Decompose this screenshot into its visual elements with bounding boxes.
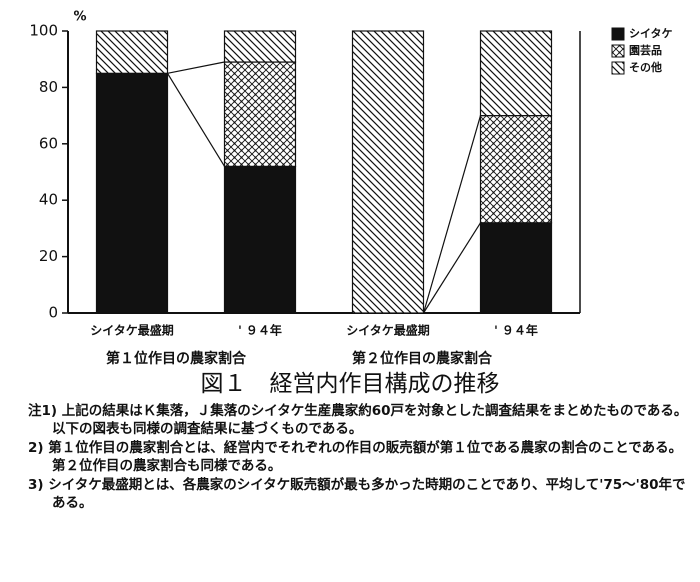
y-tick-label: 100: [29, 22, 58, 40]
bar-segment: [479, 114, 553, 224]
connector-line: [422, 115, 482, 314]
x-tick-label: ' ９４年: [494, 323, 538, 338]
group-label: 第２位作目の農家割合: [352, 350, 493, 365]
y-tick-label: 40: [39, 191, 58, 209]
legend-swatch: [611, 27, 625, 41]
y-tick-label: 0: [48, 304, 58, 322]
note: 3) シイタケ最盛期とは、各農家のシイタケ販売額が最も多かった時期のことであり、…: [28, 477, 686, 511]
bar-segment: [223, 165, 297, 314]
figure-title: 図１ 経営内作目構成の推移: [200, 371, 500, 397]
y-axis-label: %: [73, 10, 86, 25]
group-label: 第１位作目の農家割合: [106, 350, 247, 365]
y-tick-label: 20: [39, 247, 58, 265]
bar-segment: [479, 30, 553, 117]
bar-segment: [223, 30, 297, 63]
connector-line: [167, 61, 225, 74]
x-tick-label: シイタケ最盛期: [346, 323, 430, 338]
bar-segment: [95, 72, 169, 314]
bar-segment: [479, 222, 553, 314]
legend-label: その他: [629, 60, 662, 74]
note: 2) 第１位作目の農家割合とは、経営内でそれぞれの作目の販売額が第１位である農家…: [28, 440, 683, 474]
y-tick-label: 80: [39, 78, 58, 96]
bar-segment: [95, 30, 169, 74]
notes: 注1) 上記の結果はＫ集落，Ｊ集落のシイタケ生産農家約60戸を対象とした調査結果…: [14, 402, 694, 513]
x-tick-label: ' ９４年: [238, 323, 282, 338]
x-tick-label: シイタケ最盛期: [90, 323, 174, 338]
connector-line: [166, 72, 226, 167]
legend-swatch: [611, 44, 625, 58]
connector-line: [422, 222, 482, 314]
bar-segment: [351, 30, 425, 314]
legend-label: シイタケ: [629, 27, 673, 40]
legend-label: 園芸品: [629, 43, 662, 57]
legend-swatch: [611, 61, 625, 75]
note: 注1) 上記の結果はＫ集落，Ｊ集落のシイタケ生産農家約60戸を対象とした調査結果…: [28, 403, 688, 437]
y-tick-label: 60: [39, 134, 58, 152]
chart: % 0 20 40 60 80 100 シイタケ最盛期 ' ９４年 シイタケ最盛期 ' ９４年第１位…: [29, 10, 673, 366]
bar-segment: [223, 61, 297, 167]
